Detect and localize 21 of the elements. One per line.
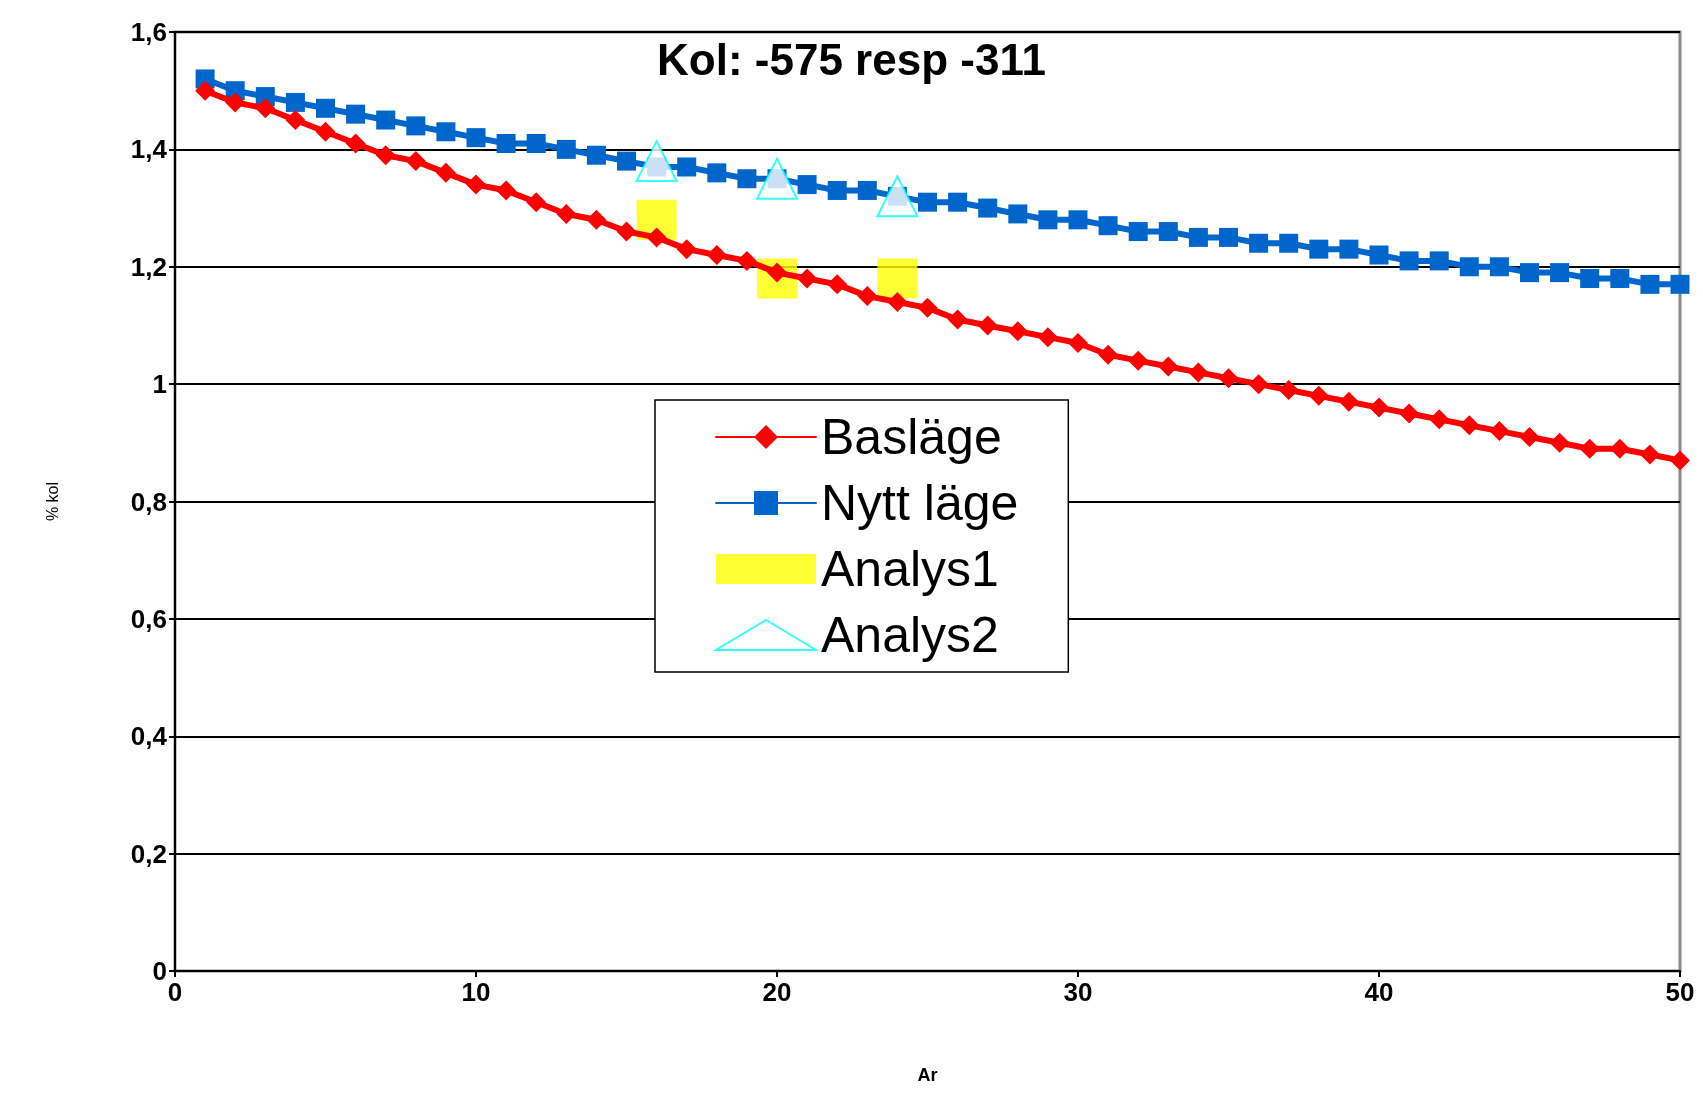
y-tick-label: 1,2 bbox=[130, 251, 167, 282]
y-tick-label: 1 bbox=[152, 369, 167, 400]
x-tick-label: 20 bbox=[762, 977, 792, 1007]
y-tick-label: 0 bbox=[152, 956, 167, 986]
legend-label: Analys1 bbox=[821, 541, 999, 597]
y-tick-label: 0,4 bbox=[130, 721, 168, 752]
chart-title: Kol: -575 resp -311 bbox=[657, 34, 1046, 84]
y-tick-label: 0,2 bbox=[130, 838, 167, 869]
y-tick-label: 1,6 bbox=[130, 17, 167, 47]
legend-label: Nytt läge bbox=[821, 475, 1019, 531]
x-tick-label: 10 bbox=[461, 977, 491, 1007]
y-tick-label: 1,4 bbox=[130, 134, 168, 165]
y-axis-title: % kol bbox=[43, 481, 61, 522]
x-tick-label: 50 bbox=[1665, 977, 1695, 1007]
y-tick-label: 0,8 bbox=[130, 486, 167, 517]
legend-label: Analys2 bbox=[821, 607, 999, 663]
legend-label: Basläge bbox=[821, 409, 1002, 465]
x-axis-title: Ar bbox=[917, 1065, 938, 1085]
x-tick-label: 40 bbox=[1364, 977, 1394, 1007]
y-tick-label: 0,6 bbox=[130, 603, 167, 634]
x-tick-label: 30 bbox=[1063, 977, 1093, 1007]
